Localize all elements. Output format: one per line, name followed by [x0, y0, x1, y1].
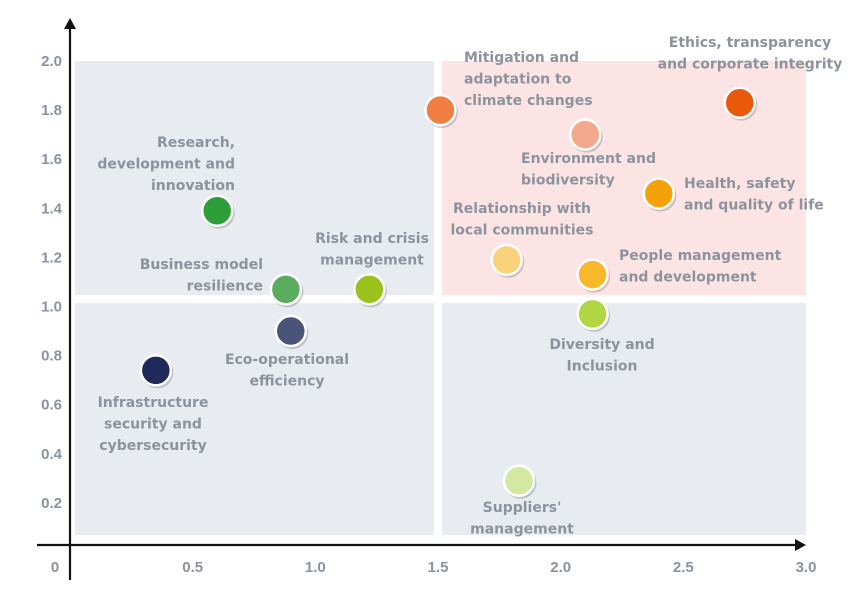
y-tick-label: 0.4 — [41, 446, 63, 463]
y-tick-label: 1.2 — [41, 249, 62, 266]
point-diversity — [576, 297, 609, 331]
y-tick-label: 1.4 — [41, 200, 63, 217]
label-line: Eco-operational — [225, 352, 349, 368]
point-labels: Ethics, transparency and corporate integr… — [97, 35, 842, 538]
quadrant-bottom-left — [75, 303, 434, 535]
point-health — [642, 177, 676, 210]
label-line: resilience — [187, 279, 263, 295]
y-axis-arrow-icon — [64, 18, 76, 29]
y-tick-label: 0.6 — [41, 397, 62, 414]
label-people: People management and development — [619, 248, 782, 286]
label-line: management — [470, 522, 574, 538]
label-research: Research, development and innovation — [97, 135, 235, 194]
label-ethics: Ethics, transparency and corporate integr… — [658, 35, 843, 73]
label-line: management — [320, 253, 424, 269]
label-health: Health, safety and quality of life — [684, 176, 824, 214]
x-tick-label: 3.0 — [796, 559, 817, 576]
label-line: Suppliers' — [483, 500, 562, 516]
label-line: and quality of life — [684, 198, 824, 214]
y-tick-label: 1.6 — [41, 151, 62, 168]
label-line: Inclusion — [567, 359, 638, 375]
x-tick-label: 1.5 — [428, 559, 449, 576]
x-tick-label: 0.5 — [182, 559, 203, 576]
x-tick-label: 2.0 — [550, 559, 571, 576]
label-line: Infrastructure — [98, 395, 209, 411]
point-environment — [568, 118, 602, 151]
label-line: adaptation to — [464, 72, 572, 88]
x-axis-arrow-icon — [795, 539, 806, 551]
tick-labels: 0 0.5 1.0 1.5 2.0 2.5 3.0 0.2 0.4 0.6 0.8 1.0 1.2 1.4… — [41, 53, 816, 576]
label-line: Health, safety — [684, 176, 796, 192]
point-people — [576, 258, 609, 291]
label-line: Relationship with — [453, 201, 591, 217]
y-tick-label: 1.0 — [41, 299, 62, 316]
label-business: Business model resilience — [140, 257, 263, 295]
label-mitigation: Mitigation and adaptation to climate chang… — [464, 50, 593, 109]
point-research — [200, 194, 234, 228]
label-communities: Relationship with local communities — [451, 201, 594, 239]
quadrant-backgrounds — [75, 61, 806, 535]
label-line: climate changes — [464, 93, 593, 109]
quadrant-top-left — [75, 61, 434, 296]
x-tick-label: 2.5 — [673, 559, 694, 576]
axes — [37, 18, 806, 580]
label-line: security and — [104, 417, 202, 433]
y-tick-label: 2.0 — [41, 53, 62, 70]
label-line: cybersecurity — [99, 438, 206, 454]
label-line: innovation — [151, 178, 235, 194]
quadrant-bottom-right — [442, 303, 806, 535]
label-eco: Eco-operational efficiency — [225, 352, 349, 390]
label-diversity: Diversity and Inclusion — [549, 337, 654, 375]
point-suppliers — [502, 464, 536, 498]
label-risk: Risk and crisis management — [315, 231, 429, 269]
x-tick-label: 1.0 — [305, 559, 326, 576]
label-line: development and — [97, 157, 235, 173]
label-line: Environment and — [521, 151, 656, 167]
y-tick-label: 1.8 — [41, 102, 62, 119]
y-tick-label: 0.8 — [41, 348, 62, 365]
label-line: Research, — [157, 135, 235, 151]
label-line: efficiency — [249, 374, 324, 390]
label-line: Mitigation and — [464, 50, 579, 66]
label-line: and corporate integrity — [658, 57, 843, 73]
point-mitigation — [424, 93, 457, 127]
point-ethics — [723, 86, 757, 119]
label-line: Business model — [140, 257, 263, 273]
y-tick-label: 0.2 — [41, 495, 62, 512]
point-eco — [274, 314, 308, 348]
label-line: Ethics, transparency — [669, 35, 831, 51]
label-line: local communities — [451, 223, 594, 239]
label-line: and development — [619, 270, 757, 286]
x-tick-label: 0 — [51, 559, 59, 576]
label-line: People management — [619, 248, 782, 264]
data-points — [139, 86, 758, 499]
label-line: Diversity and — [549, 337, 654, 353]
label-suppliers: Suppliers' management — [470, 500, 574, 538]
label-line: biodiversity — [521, 173, 615, 189]
point-risk — [353, 273, 386, 306]
label-infrastructure: Infrastructure security and cybersecurity — [98, 395, 209, 454]
point-communities — [490, 243, 523, 277]
point-infrastructure — [139, 354, 173, 387]
point-business — [269, 273, 303, 306]
label-environment: Environment and biodiversity — [521, 151, 656, 189]
label-line: Risk and crisis — [315, 231, 429, 247]
